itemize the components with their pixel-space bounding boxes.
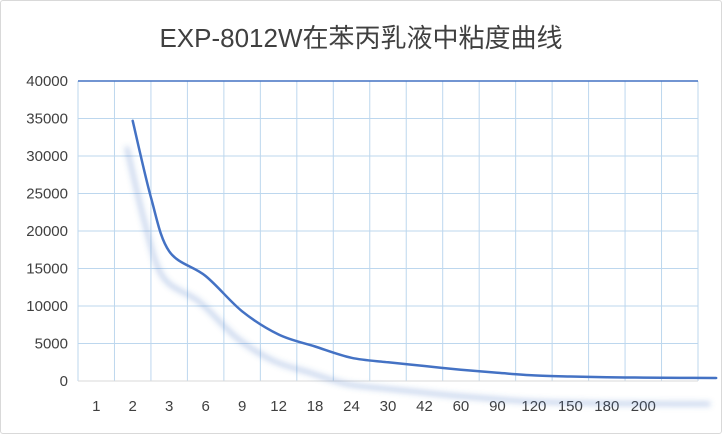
x-tick-label: 24 (343, 398, 360, 415)
x-tick-label: 6 (201, 398, 209, 415)
x-tick-label: 2 (129, 398, 137, 415)
x-tick-label: 60 (453, 398, 470, 415)
data-point (204, 275, 206, 277)
data-point (314, 345, 316, 347)
y-tick-label: 10000 (26, 298, 68, 315)
series-line (131, 119, 718, 380)
data-point (168, 250, 170, 252)
data-point (150, 196, 152, 198)
data-point (569, 375, 571, 377)
x-tick-label: 200 (631, 398, 656, 415)
x-tick-label: 12 (270, 398, 287, 415)
data-point (460, 369, 462, 371)
axes: 0 5000 10000 15000 20000 25000 30000 35000 40000… (26, 73, 698, 415)
y-tick-label: 25000 (26, 186, 68, 203)
data-point (241, 310, 243, 312)
data-point (387, 361, 389, 363)
data-point (423, 365, 425, 367)
data-point (715, 377, 717, 379)
data-point (496, 372, 498, 374)
data-point (132, 120, 134, 122)
y-tick-label: 40000 (26, 73, 68, 90)
data-point (533, 374, 535, 376)
x-tick-label: 42 (416, 398, 433, 415)
x-tick-label: 3 (165, 398, 173, 415)
x-tick-label: 30 (380, 398, 397, 415)
x-tick-label: 9 (238, 398, 246, 415)
data-point (350, 357, 352, 359)
data-point (277, 333, 279, 335)
x-tick-label: 18 (307, 398, 324, 415)
data-point (679, 377, 681, 379)
y-tick-label: 0 (60, 373, 68, 390)
x-tick-label: 90 (489, 398, 506, 415)
grid (77, 80, 699, 382)
y-tick-label: 5000 (35, 336, 68, 353)
y-tick-label: 15000 (26, 261, 68, 278)
series (124, 119, 718, 406)
x-tick-label: 1 (92, 398, 100, 415)
data-point (642, 376, 644, 378)
y-tick-label: 30000 (26, 148, 68, 165)
y-tick-label: 35000 (26, 111, 68, 128)
x-tick-label: 180 (594, 398, 619, 415)
chart-title: EXP-8012W在苯丙乳液中粘度曲线 (159, 23, 563, 53)
data-point (606, 376, 608, 378)
series-line-shadow (124, 146, 711, 406)
y-tick-label: 20000 (26, 223, 68, 240)
